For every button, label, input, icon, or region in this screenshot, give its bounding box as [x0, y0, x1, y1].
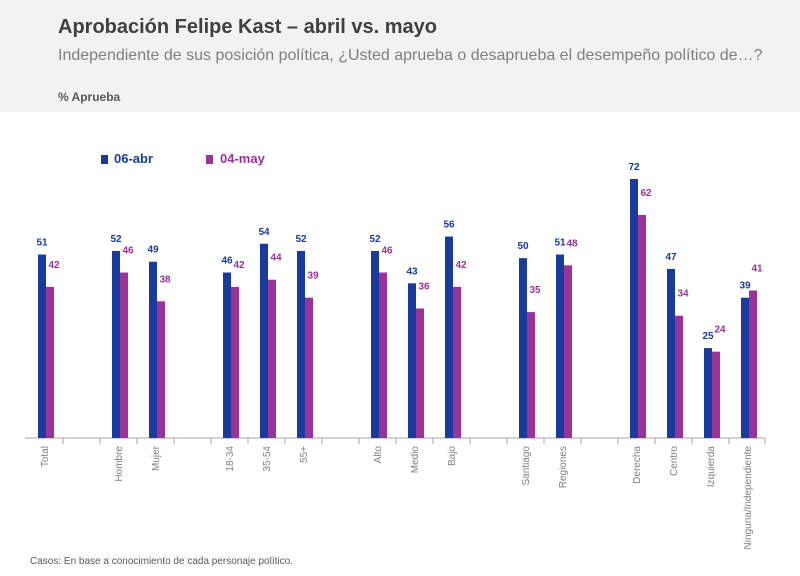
data-label-s1: 72	[628, 162, 640, 173]
x-tick-label: Alto	[373, 446, 384, 464]
data-label-s2: 42	[48, 260, 60, 271]
bar-s2	[46, 286, 54, 438]
data-label-s1: 39	[739, 281, 751, 292]
data-label-s1: 52	[369, 234, 381, 245]
bar-s1	[112, 250, 120, 438]
chart-title: Aprobación Felipe Kast – abril vs. mayo	[58, 16, 438, 38]
x-tick-label: 55+	[299, 446, 310, 463]
data-label-s1: 52	[295, 234, 307, 245]
bar-s2	[453, 286, 461, 438]
bar-s2	[712, 351, 720, 438]
data-label-s1: 46	[221, 256, 233, 267]
bar-s1	[260, 243, 268, 438]
metric-label: % Aprueba	[58, 90, 121, 104]
x-tick-label: Hombre	[114, 446, 125, 482]
x-tick-label: Derecha	[632, 446, 643, 484]
bar-s2	[564, 265, 572, 438]
bar-s2	[416, 308, 424, 438]
bar-s1	[371, 250, 379, 438]
x-tick-label: Medio	[410, 446, 421, 474]
x-tick-label: Total	[40, 446, 51, 467]
bar-s1	[149, 261, 157, 438]
bar-s2	[749, 290, 757, 438]
data-label-s2: 62	[640, 188, 652, 199]
x-tick-label: Mujer	[151, 445, 162, 471]
x-tick-label: 35-54	[262, 446, 273, 472]
bar-s1	[223, 272, 231, 438]
bar-s2	[527, 312, 535, 438]
bar-s2	[638, 214, 646, 438]
data-label-s2: 46	[122, 246, 134, 257]
legend-label-s2: 04-may	[220, 151, 266, 166]
bar-s1	[408, 283, 416, 438]
bar-s1	[445, 236, 453, 438]
data-label-s2: 41	[751, 264, 763, 275]
data-label-s2: 38	[159, 274, 171, 285]
data-label-s1: 49	[147, 245, 159, 256]
data-label-s2: 24	[714, 325, 726, 336]
data-label-s2: 35	[529, 285, 541, 296]
x-tick-label: Ninguna/Independiente	[743, 446, 754, 550]
data-label-s2: 46	[381, 246, 393, 257]
bar-s1	[38, 254, 46, 438]
bar-s2	[157, 301, 165, 438]
bar-s1	[297, 250, 305, 438]
bar-s2	[268, 279, 276, 438]
data-label-s2: 42	[455, 260, 467, 271]
data-label-s1: 47	[665, 252, 677, 263]
bar-s2	[120, 272, 128, 438]
data-label-s1: 51	[36, 238, 48, 249]
bar-s2	[231, 286, 239, 438]
data-label-s1: 50	[517, 241, 529, 252]
data-label-s1: 52	[110, 234, 122, 245]
data-label-s2: 39	[307, 271, 319, 282]
data-label-s2: 44	[270, 253, 282, 264]
header-band	[0, 0, 800, 112]
x-tick-label: Regiones	[558, 446, 569, 488]
data-label-s2: 48	[566, 238, 578, 249]
bar-s2	[305, 297, 313, 438]
chart-subtitle: Independiente de sus posición política, …	[58, 47, 763, 64]
bar-s1	[741, 297, 749, 438]
data-label-s1: 54	[258, 227, 270, 238]
x-tick-label: Bajo	[447, 446, 458, 466]
data-label-s1: 25	[702, 331, 714, 342]
data-label-s1: 56	[443, 220, 455, 231]
data-label-s2: 36	[418, 282, 430, 293]
footnote: Casos: En base a conocimiento de cada pe…	[30, 556, 293, 567]
data-label-s2: 34	[677, 289, 689, 300]
legend-swatch-s1	[101, 155, 108, 164]
legend-swatch-s2	[206, 155, 213, 164]
data-label-s1: 51	[554, 238, 566, 249]
legend-label-s1: 06-abr	[114, 151, 153, 166]
data-label-s1: 43	[406, 266, 418, 277]
bar-s1	[556, 254, 564, 438]
x-tick-label: Centro	[669, 446, 680, 476]
x-tick-label: 18-34	[225, 446, 236, 472]
bar-s1	[667, 268, 675, 438]
bar-s1	[519, 258, 527, 438]
data-label-s2: 42	[233, 260, 245, 271]
bar-s2	[379, 272, 387, 438]
x-tick-label: Izquierda	[706, 446, 717, 488]
bar-s1	[704, 348, 712, 438]
bar-s1	[630, 179, 638, 438]
x-tick-label: Santiago	[521, 446, 532, 486]
bar-s2	[675, 315, 683, 438]
